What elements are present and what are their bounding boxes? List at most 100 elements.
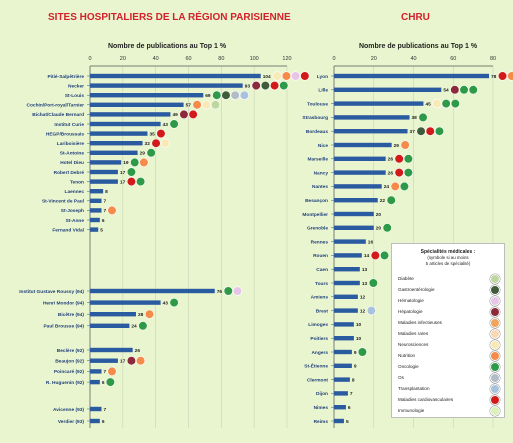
legend-item-diabete: Diabète: [398, 274, 502, 284]
left-specialty-marker-nutrition: [107, 366, 117, 377]
right-bar: [334, 280, 360, 286]
left-bar: [90, 323, 130, 328]
left-category-label: HEGP/Broussais: [46, 131, 84, 137]
left-value-label: 7: [103, 199, 106, 205]
left-specialty-marker-hematologie: [291, 71, 301, 81]
right-specialty-marker-hepatologie: [450, 85, 460, 95]
legend-title: Spécialités médicales :: [420, 249, 476, 255]
left-specialty-marker-oncologie: [126, 167, 137, 177]
left-category-label: Verdier (93): [58, 419, 85, 425]
legend-item-immunologie: Immunologie: [398, 406, 502, 416]
left-value-label: 17: [120, 359, 126, 365]
left-category-label: Fernand Vidal: [52, 227, 84, 233]
legend-item-cardiovasculaires: Maladies cardiovasculaires: [398, 395, 502, 405]
right-category-label: Strasbourg: [302, 115, 328, 121]
legend-item-label: Nutrition: [398, 353, 416, 358]
left-value-label: 35: [149, 131, 155, 137]
right-bar: [334, 363, 352, 368]
legend-item-label: Maladies rares: [398, 331, 429, 336]
legend-subtitle-2: 5 articles de spécialité): [425, 261, 471, 266]
left-value-label: 29: [140, 151, 146, 157]
left-value-label: 57: [186, 103, 192, 109]
legend-item-maladies_infectieuses: Maladies infectieuses: [398, 318, 502, 328]
left-category-label: Henri Mondor (94): [43, 300, 84, 306]
left-specialty-marker-nutrition: [139, 157, 149, 167]
right-category-label: St-Étienne: [304, 362, 328, 370]
right-specialty-marker-oncologie: [399, 181, 410, 191]
left-bar: [90, 131, 148, 136]
right-bar: [334, 129, 408, 134]
left-bar: [90, 121, 161, 127]
left-value-label: 32: [145, 141, 151, 147]
right-specialty-marker-oncologie: [379, 250, 390, 260]
left-category-label: Beaujon (92): [55, 359, 84, 365]
right-specialty-marker-gastroenterologie: [416, 126, 426, 136]
right-bar: [334, 225, 374, 230]
right-value-label: 26: [388, 157, 394, 163]
specialties-legend: Spécialités médicales : (symbole si au m…: [391, 243, 505, 418]
legend-swatch: [490, 384, 500, 394]
right-category-label: Limoges: [308, 322, 328, 328]
right-value-label: 37: [410, 129, 416, 135]
left-category-label: Institut Curie: [54, 122, 84, 128]
left-value-label: 26: [135, 348, 141, 354]
right-tick-label: 60: [450, 56, 456, 62]
left-specialty-marker-neurosciences: [160, 138, 170, 148]
right-bar: [334, 184, 382, 189]
left-tick-label: 0: [88, 56, 91, 62]
right-value-label: 13: [362, 267, 368, 273]
right-specialty-marker-oncologie: [386, 195, 396, 205]
right-category-label: Besançon: [305, 198, 328, 204]
right-value-label: 29: [394, 143, 400, 149]
left-bar: [90, 227, 99, 232]
left-bar: [90, 189, 104, 194]
right-value-label: 9: [354, 350, 357, 356]
right-value-label: 10: [356, 336, 362, 342]
right-value-label: 38: [412, 115, 418, 121]
right-specialty-marker-neurosciences: [432, 98, 442, 109]
left-category-label: Hotel Dieu: [60, 160, 84, 166]
left-bar: [90, 141, 143, 146]
right-value-label: 20: [376, 212, 382, 218]
right-chart-title: CHRU: [401, 12, 430, 23]
right-value-label: 14: [364, 253, 370, 259]
right-category-label: Dijon: [316, 391, 328, 397]
legend-swatch: [490, 307, 500, 317]
left-value-label: 19: [123, 160, 129, 166]
left-tick-label: 40: [153, 56, 159, 62]
left-value-label: 6: [102, 419, 105, 425]
left-axis-title: Nombre de publications au Top 1 %: [108, 43, 227, 50]
right-value-label: 26: [388, 170, 394, 176]
left-specialty-marker-oncologie: [169, 119, 179, 129]
right-bar: [334, 322, 354, 327]
right-category-label: Nancy: [314, 170, 329, 176]
right-bar: [334, 156, 386, 161]
left-bar: [90, 169, 118, 175]
right-tick-label: 0: [332, 56, 335, 62]
right-specialty-marker-oncologie: [459, 85, 469, 95]
legend-item-label: Oncologie: [398, 364, 419, 369]
left-category-label: Lariboisière: [57, 141, 85, 147]
left-value-label: 76: [217, 289, 223, 295]
right-bar: [334, 142, 392, 148]
legend-swatch: [490, 395, 500, 405]
left-bar: [90, 406, 102, 412]
left-category-label: Bicêtre (94): [58, 312, 85, 318]
left-bar: [90, 358, 118, 363]
right-value-label: 10: [356, 322, 362, 328]
right-bar: [334, 405, 346, 410]
left-value-label: 17: [120, 179, 126, 185]
left-bar: [90, 198, 102, 203]
left-specialty-marker-cardiovasculaires: [151, 138, 161, 148]
right-specialty-marker-oncologie: [418, 112, 428, 122]
left-bar: [90, 217, 100, 223]
right-value-label: 16: [368, 239, 374, 245]
legend-item-label: Neurosciences: [398, 342, 429, 347]
left-category-label: Bichat/Claude Bernard: [32, 112, 84, 118]
left-bar: [90, 179, 118, 184]
left-value-label: 8: [105, 189, 108, 195]
legend-item-oncologie: Oncologie: [398, 362, 502, 372]
left-specialty-marker-oncologie: [212, 90, 222, 100]
